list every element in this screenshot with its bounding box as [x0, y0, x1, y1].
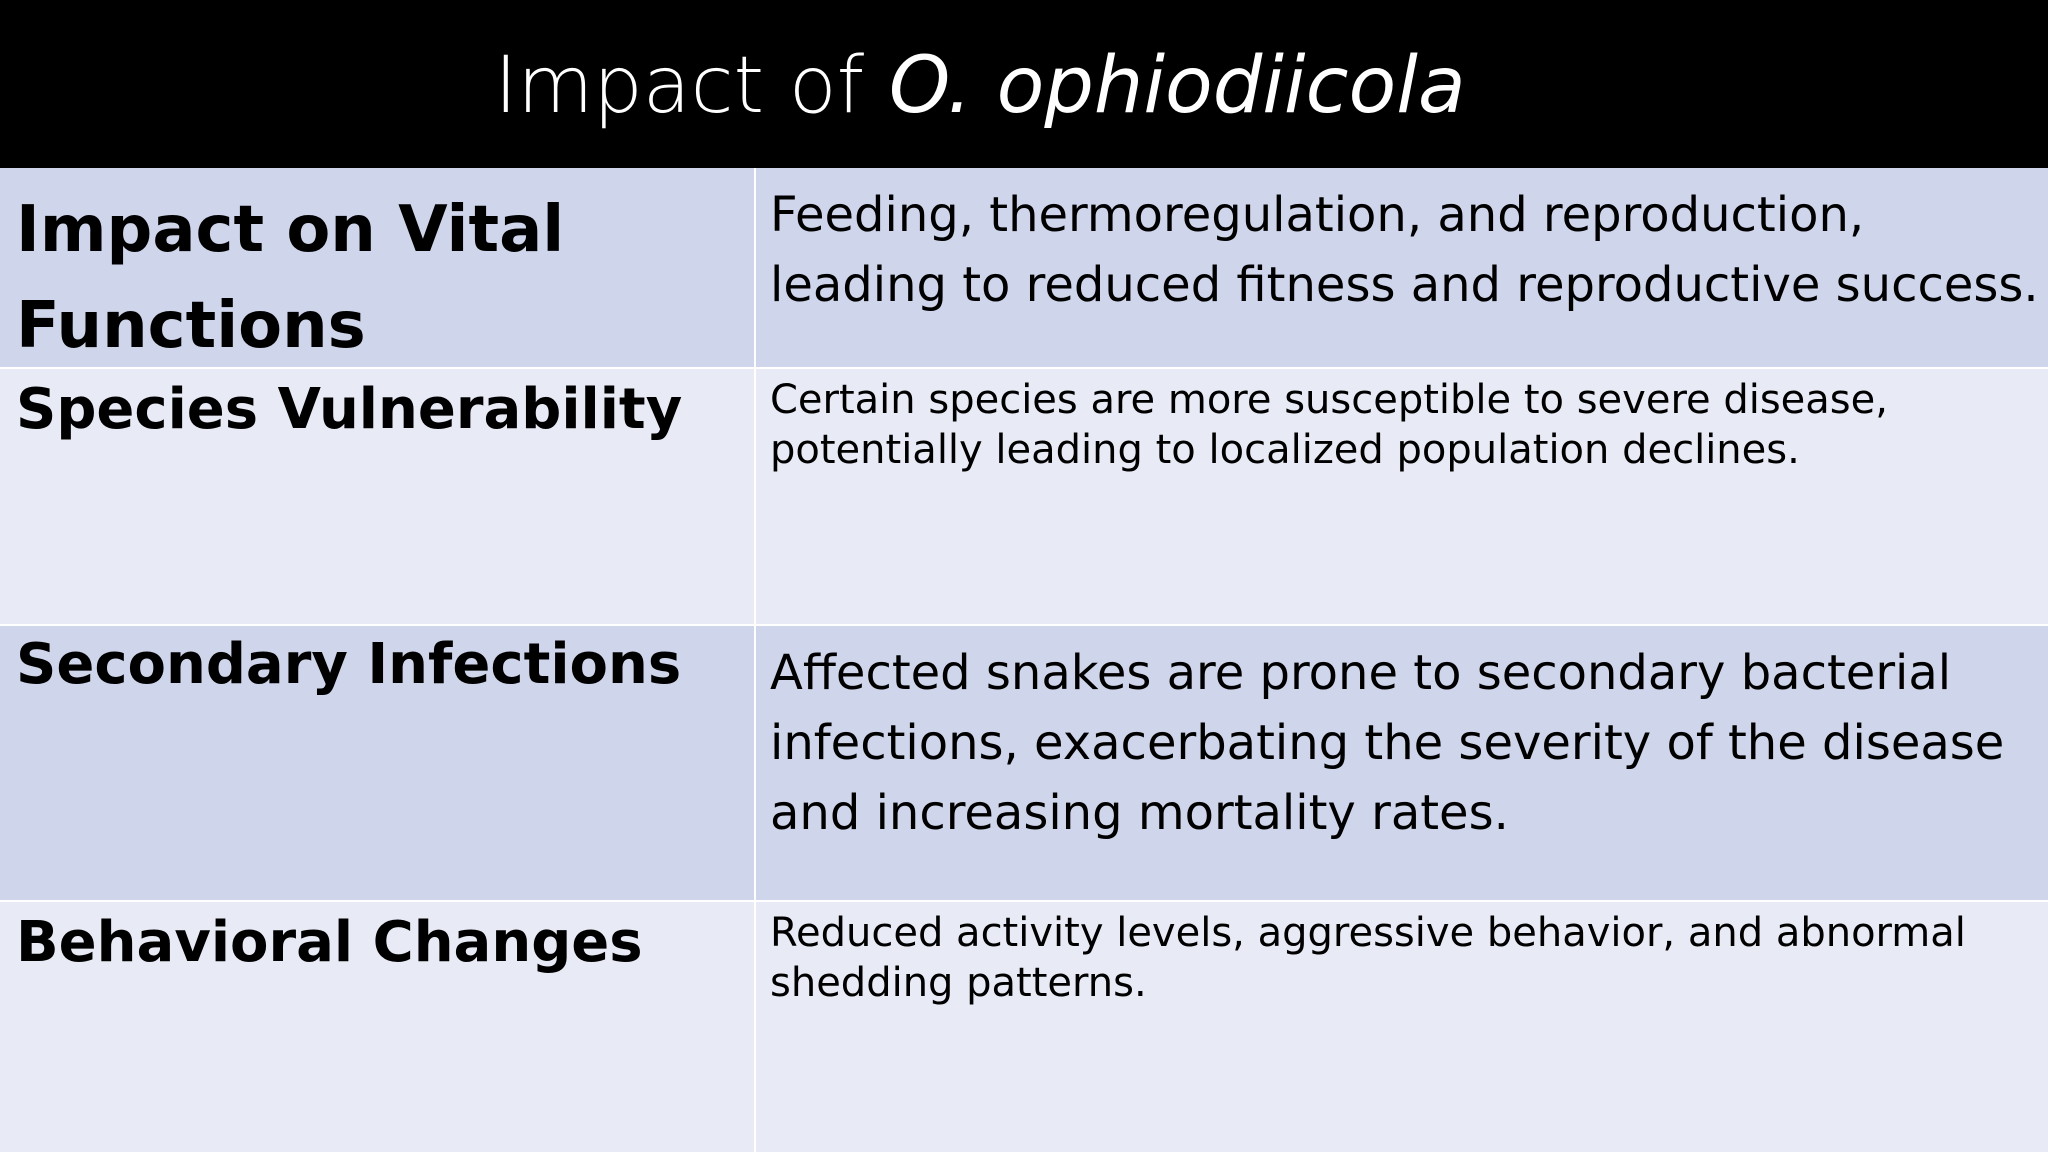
column-divider — [754, 168, 756, 1152]
row-description: Affected snakes are prone to secondary b… — [770, 645, 2005, 841]
row-description: Certain species are more susceptible to … — [770, 377, 1888, 473]
title-bar: Impact of O. ophiodiicola — [0, 0, 2048, 168]
row-description: Reduced activity levels, aggressive beha… — [770, 910, 1966, 1006]
impact-table: Impact on Vital Functions Feeding, therm… — [0, 168, 2048, 1152]
table-row: Behavioral Changes Reduced activity leve… — [0, 902, 2048, 1152]
table-row: Impact on Vital Functions Feeding, therm… — [0, 168, 2048, 369]
slide-title: Impact of O. ophiodiicola — [0, 36, 1960, 136]
row-label: Impact on Vital Functions — [16, 193, 565, 363]
table-row: Species Vulnerability Certain species ar… — [0, 369, 2048, 626]
row-label: Secondary Infections — [16, 632, 682, 697]
title-species: O. ophiodiicola — [888, 41, 1466, 131]
row-description: Feeding, thermoregulation, and reproduct… — [770, 187, 2039, 313]
row-label: Species Vulnerability — [16, 377, 683, 442]
row-label: Behavioral Changes — [16, 910, 643, 975]
title-prefix: Impact of — [494, 41, 865, 131]
table-row: Secondary Infections Affected snakes are… — [0, 626, 2048, 902]
